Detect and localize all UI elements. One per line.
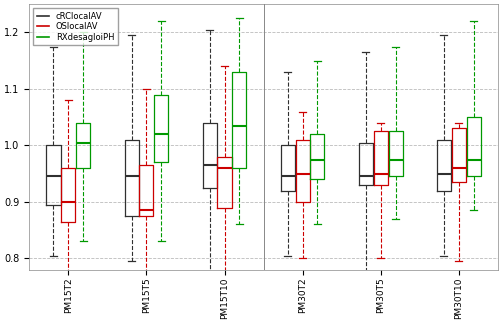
Legend: cRClocalAV, OSlocalAV, RXdesagloiPH: cRClocalAV, OSlocalAV, RXdesagloiPH <box>34 8 118 45</box>
